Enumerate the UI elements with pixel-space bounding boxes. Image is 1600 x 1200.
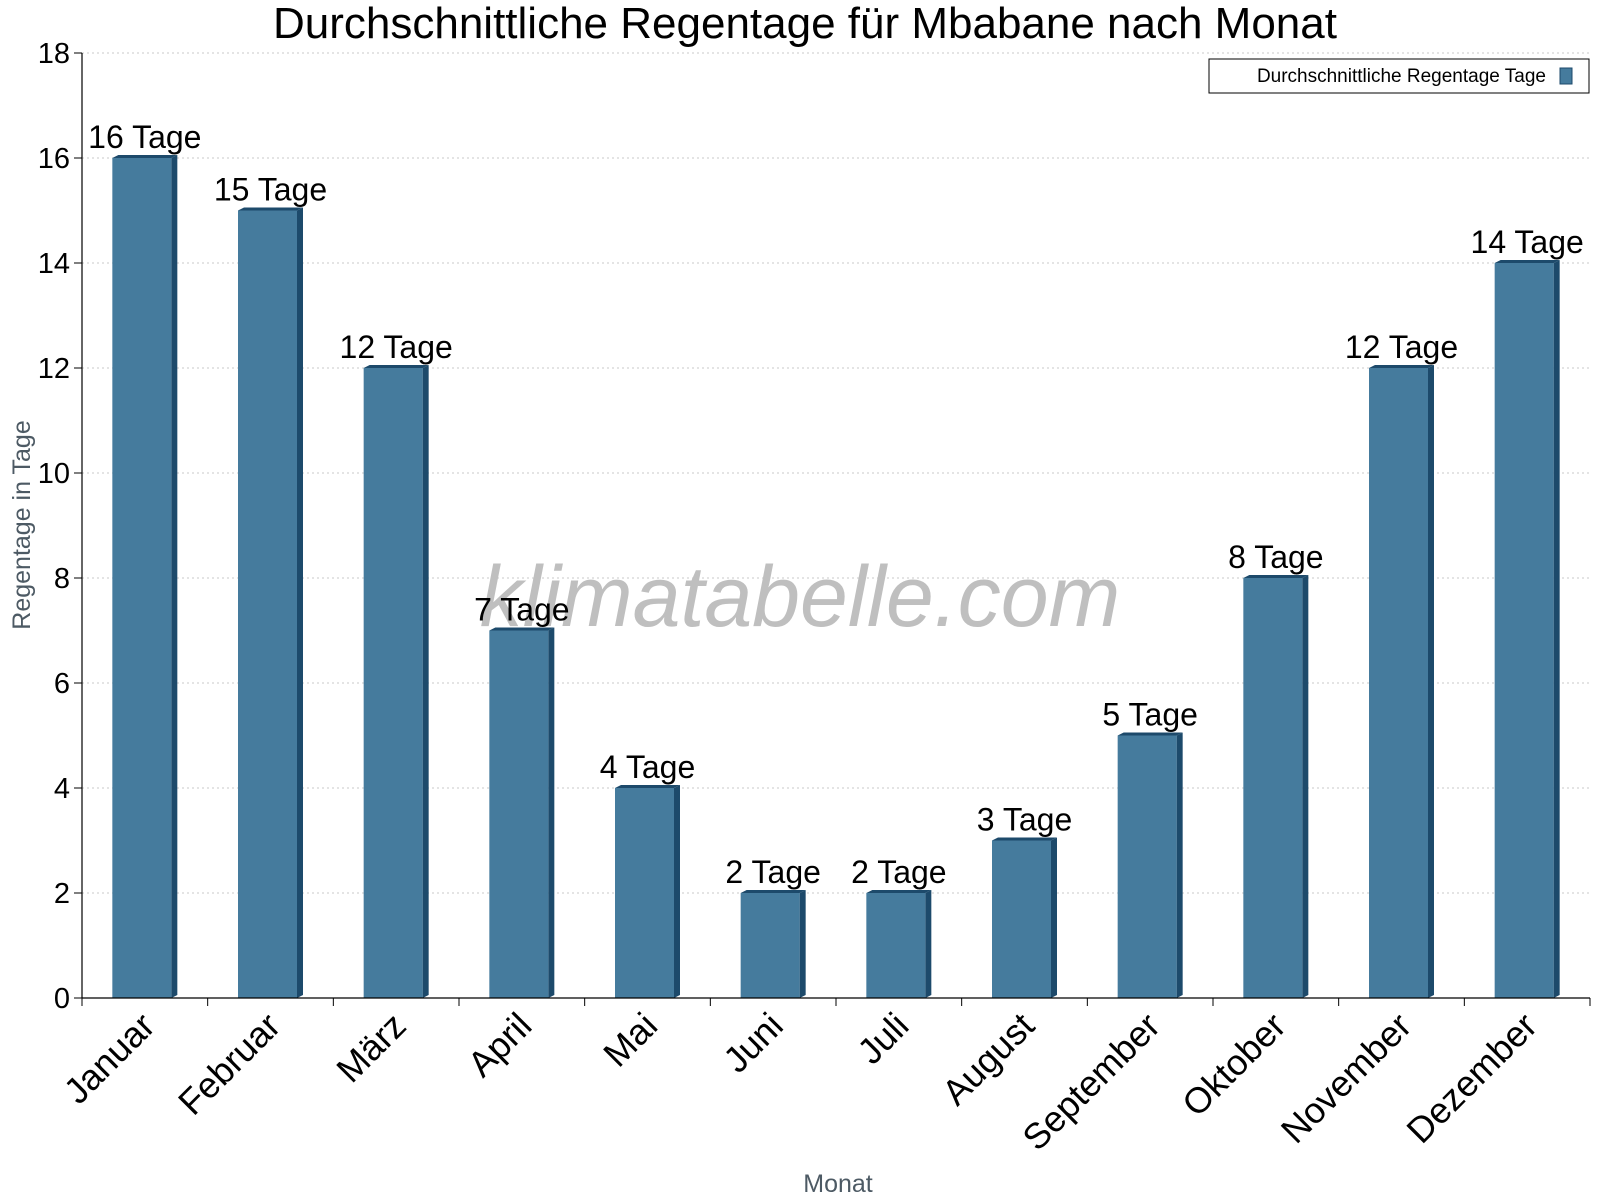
x-axis-label: Monat	[803, 1170, 873, 1198]
x-tick-label: März	[328, 1005, 414, 1091]
data-label: 8 Tage	[1228, 539, 1324, 575]
bar-dezember	[1494, 260, 1560, 998]
x-tick-label: Mai	[595, 1005, 665, 1075]
bar-top	[1494, 260, 1560, 263]
bars	[112, 155, 1560, 998]
bar-top	[112, 155, 178, 158]
data-label: 4 Tage	[600, 749, 696, 785]
bar-side	[1302, 575, 1309, 998]
y-tick-label: 10	[38, 458, 70, 490]
y-tick-label: 0	[54, 983, 70, 1015]
bar-front	[1494, 263, 1554, 998]
x-tick-label: Juni	[715, 1005, 791, 1081]
bar-front	[112, 158, 172, 998]
bar-side	[171, 155, 178, 998]
y-tick-label: 2	[54, 878, 70, 910]
legend-box	[1208, 58, 1590, 94]
bar-top	[489, 627, 555, 631]
y-tick-label: 4	[54, 773, 70, 805]
chart-title: Durchschnittliche Regentage für Mbabane …	[273, 0, 1337, 48]
data-label: 16 Tage	[88, 119, 201, 155]
x-tick-label: Oktober	[1174, 1005, 1294, 1125]
bar-side	[548, 627, 555, 998]
bar-side	[925, 890, 932, 998]
bar-top	[363, 365, 429, 368]
bar-juni	[740, 890, 806, 998]
bar-side	[1553, 260, 1560, 998]
bar-side	[799, 890, 806, 998]
legend-swatch	[1559, 67, 1573, 85]
bar-top	[992, 837, 1057, 841]
y-tick-label: 12	[38, 353, 70, 385]
y-axis-label: Regentage in Tage	[8, 420, 36, 629]
x-tick-label: Juli	[849, 1005, 916, 1072]
bar-märz	[363, 365, 429, 998]
bar-side	[1051, 837, 1057, 998]
data-label: 12 Tage	[340, 329, 453, 365]
bar-top	[740, 890, 806, 893]
x-tick-label: Januar	[56, 1005, 163, 1112]
bar-side	[674, 785, 680, 998]
bar-side	[297, 207, 303, 998]
bar-januar	[112, 155, 178, 998]
data-label: 14 Tage	[1471, 224, 1584, 260]
bar-top	[238, 207, 303, 211]
bar-mai	[615, 785, 680, 998]
bar-front	[992, 840, 1051, 998]
bar-front	[1117, 735, 1177, 998]
data-label: 7 Tage	[474, 592, 570, 628]
x-tick-label: August	[934, 1005, 1042, 1113]
x-tick-label: Dezember	[1398, 1005, 1544, 1151]
bar-top	[1369, 365, 1434, 368]
bar-august	[992, 837, 1057, 998]
bar-oktober	[1243, 575, 1309, 998]
bar-front	[363, 368, 423, 998]
legend: Durchschnittliche Regentage Tage	[1208, 58, 1590, 94]
bar-juli	[866, 890, 932, 998]
legend-series-label: Durchschnittliche Regentage Tage	[1257, 66, 1546, 87]
bar-front	[740, 893, 800, 998]
bar-november	[1369, 365, 1434, 998]
y-tick-label: 16	[38, 143, 70, 175]
bar-februar	[238, 207, 303, 998]
watermark: klimatabelle.com	[480, 549, 1120, 645]
x-tick-label: April	[460, 1005, 540, 1085]
bar-front	[1243, 578, 1303, 998]
grid-lines	[82, 52, 1590, 894]
data-labels: 16 Tage 15 Tage 12 Tage 7 Tage 4 Tage 2 Tage 2…	[88, 119, 1584, 890]
bar-top	[1117, 732, 1183, 736]
bar-side	[1428, 365, 1434, 998]
bar-top	[866, 890, 932, 893]
x-tick-label: November	[1273, 1005, 1419, 1151]
data-label: 5 Tage	[1102, 697, 1198, 733]
x-tick-label: Februar	[170, 1005, 288, 1123]
bar-front	[238, 210, 297, 998]
y-tick-label: 6	[54, 668, 70, 700]
y-tick-label: 8	[54, 563, 70, 595]
bar-top	[1243, 575, 1309, 578]
y-tick-label: 14	[38, 248, 70, 280]
y-tick-label: 18	[38, 38, 70, 70]
bar-side	[422, 365, 429, 998]
bar-top	[615, 785, 680, 788]
data-label: 12 Tage	[1345, 329, 1458, 365]
bar-front	[1369, 368, 1428, 998]
x-tick-label: September	[1014, 1005, 1168, 1159]
bar-front	[615, 788, 674, 998]
data-label: 2 Tage	[725, 854, 821, 890]
data-label: 3 Tage	[977, 802, 1073, 838]
data-label: 15 Tage	[214, 172, 327, 208]
bar-front	[489, 630, 549, 998]
bar-front	[866, 893, 926, 998]
bar-side	[1176, 732, 1183, 998]
data-label: 2 Tage	[851, 854, 947, 890]
bar-april	[489, 627, 555, 998]
bar-september	[1117, 732, 1183, 998]
